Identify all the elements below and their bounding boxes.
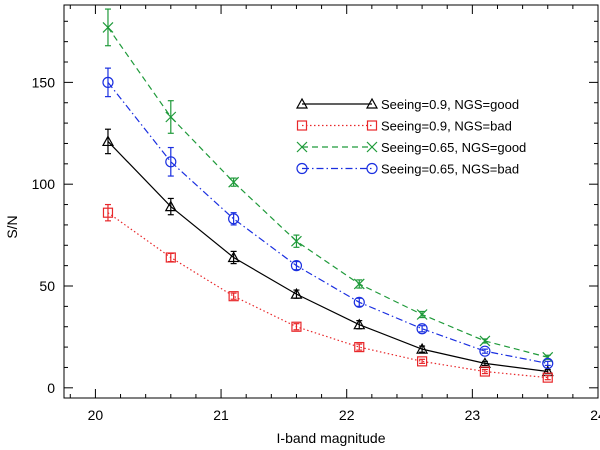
x-marker-stroke [296,141,308,153]
data-point [542,357,554,369]
plot-area [63,4,599,399]
series-2 [102,8,554,363]
legend-entry: Seeing=0.65, NGS=good [296,140,526,155]
data-point [416,356,428,367]
legend-entry: Seeing=0.9, NGS=bad [296,119,512,134]
legend-marker [295,97,309,109]
legend-label: Seeing=0.9, NGS=bad [381,119,512,134]
series-layer [101,8,554,383]
series-line [107,27,548,358]
data-point [542,351,554,363]
legend: Seeing=0.9, NGS=good Seeing=0.9, NGS=bad S… [295,97,526,177]
y-tick-label: 100 [32,176,56,192]
data-point [291,235,302,247]
x-tick-label: 23 [465,407,481,423]
data-point [228,213,240,225]
data-point [354,341,365,353]
legend-entry: Seeing=0.65, NGS=bad [296,162,519,177]
x-marker-stroke [366,141,378,153]
data-point [416,309,428,320]
legend-marker [296,120,308,131]
plot-frame [63,4,599,399]
x-tick-label: 24 [590,407,600,423]
legend-marker [296,162,308,175]
data-point [228,176,240,188]
data-point [165,111,177,123]
x-marker-stroke [479,335,491,347]
data-point [479,345,491,357]
legend-label: Seeing=0.9, NGS=good [381,97,519,112]
x-tick-label: 22 [339,407,355,423]
data-point [165,156,177,168]
data-point [479,366,491,377]
data-point [291,321,302,332]
x-marker-stroke [291,235,302,247]
x-marker-stroke [102,21,114,33]
data-point [228,291,239,302]
y-tick-label: 150 [32,74,56,90]
legend-marker [296,141,308,153]
y-axis-title: S/N [4,215,20,238]
ticks-layer: 20 21 22 23 24 0 50 100 150 [32,5,600,423]
data-point [165,252,176,263]
y-tick-label: 50 [39,278,55,294]
y-tick-label: 0 [47,380,55,396]
data-point [102,76,114,88]
data-point [353,278,365,290]
data-point [353,318,366,330]
legend-marker [366,120,378,131]
data-point [416,323,428,335]
x-marker-stroke [416,309,428,320]
data-point [353,296,365,308]
series-line [107,82,548,364]
data-point [416,342,429,354]
x-axis-title: I-band magnitude [277,430,386,446]
legend-marker [366,141,378,153]
x-tick-label: 21 [213,407,229,423]
x-marker-stroke [228,176,240,188]
data-point [101,135,114,147]
series-1 [102,203,553,383]
data-point [479,335,491,347]
data-point [102,21,114,33]
x-tick-label: 20 [88,407,104,423]
legend-label: Seeing=0.65, NGS=bad [381,162,519,177]
x-marker-stroke [165,111,177,123]
series-3 [102,67,554,369]
series-line [107,212,548,379]
data-point [290,287,303,299]
legend-label: Seeing=0.65, NGS=good [381,140,526,155]
data-point [164,200,177,212]
series-line [107,141,548,373]
data-point [542,372,553,383]
series-0 [101,128,554,377]
data-point [102,207,114,218]
data-point [290,260,303,272]
legend-marker [365,97,379,109]
legend-entry: Seeing=0.9, NGS=good [295,97,519,112]
legend-marker [366,162,378,175]
data-point [227,251,240,263]
x-marker-stroke [353,278,365,290]
x-marker-stroke [542,351,554,363]
